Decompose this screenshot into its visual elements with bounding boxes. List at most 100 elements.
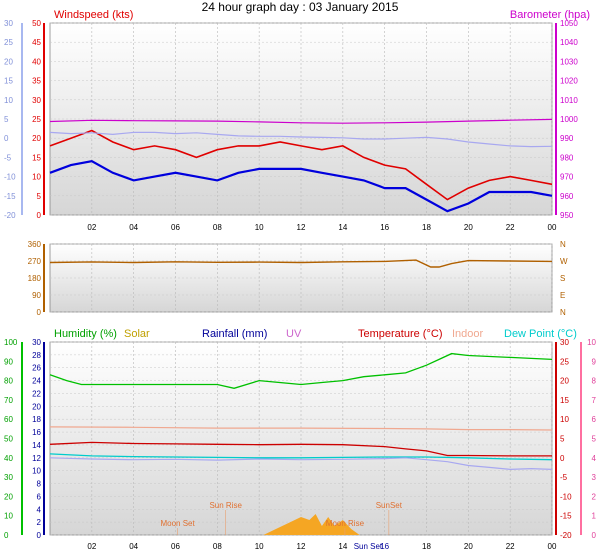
solar-area <box>263 514 360 535</box>
temperature-trace-line-lower <box>49 457 553 471</box>
x-tick-label-lower: 22 <box>506 542 515 551</box>
x-tick-label: 00 <box>548 223 557 232</box>
far-left-tick-label: -5 <box>4 153 12 162</box>
wind-tick-label: 45 <box>32 38 41 47</box>
annotation-label: 16 <box>380 542 389 551</box>
x-tick-label: 06 <box>171 223 180 232</box>
direction-tick-label: 90 <box>32 291 41 300</box>
uv-tick-label: 10 <box>587 338 596 347</box>
temp-tick-label: 0 <box>560 454 565 463</box>
far-left-tick-label: -20 <box>4 211 16 220</box>
x-tick-label-lower: 18 <box>422 542 431 551</box>
humidity-tick-label: 40 <box>4 454 13 463</box>
x-tick-label: 18 <box>422 223 431 232</box>
x-tick-label-lower: 02 <box>87 542 96 551</box>
wind-tick-label: 5 <box>37 192 42 201</box>
uv-tick-label: 4 <box>592 454 597 463</box>
page-title: 24 hour graph day : 03 January 2015 <box>201 0 399 14</box>
wind-tick-label: 30 <box>32 96 41 105</box>
barometer-line <box>49 118 553 124</box>
temp-tick-label: -10 <box>560 492 572 501</box>
compass-tick-label: N <box>560 240 566 249</box>
windspeed-line <box>49 129 553 201</box>
temp-tick-label: 20 <box>560 377 569 386</box>
wind-tick-label: 35 <box>32 77 41 86</box>
far-left-tick-label: 30 <box>4 19 13 28</box>
uv-tick-label: 0 <box>592 531 597 540</box>
uv-tick-label: 3 <box>592 473 597 482</box>
temp-tick-label: 15 <box>560 396 569 405</box>
baro-tick-label: 1030 <box>560 57 578 66</box>
rain-tick-label: 30 <box>32 338 41 347</box>
baro-tick-label: 960 <box>560 192 574 201</box>
x-tick-label: 02 <box>87 223 96 232</box>
uv-tick-label: 2 <box>592 492 597 501</box>
humidity-tick-label: 30 <box>4 473 13 482</box>
baro-tick-label: 1000 <box>560 115 578 124</box>
far-left-tick-label: 15 <box>4 77 13 86</box>
x-tick-label: 20 <box>464 223 473 232</box>
wind-tick-label: 50 <box>32 19 41 28</box>
far-left-tick-label: 0 <box>4 134 9 143</box>
uv-tick-label: 5 <box>592 435 597 444</box>
rain-tick-label: 8 <box>37 480 42 489</box>
humidity-tick-label: 50 <box>4 435 13 444</box>
direction-tick-label: 0 <box>37 308 42 317</box>
wind-tick-label: 0 <box>37 211 42 220</box>
x-tick-label-lower: 10 <box>255 542 264 551</box>
uv-tick-label: 6 <box>592 415 597 424</box>
rain-tick-label: 4 <box>37 505 42 514</box>
baro-tick-label: 990 <box>560 134 574 143</box>
legend-humidity: Humidity (%) <box>54 328 117 340</box>
legend-uv: UV <box>286 328 302 340</box>
compass-tick-label: E <box>560 291 565 300</box>
x-tick-label: 12 <box>297 223 306 232</box>
far-left-tick-label: 5 <box>4 115 9 124</box>
annotation-label: Sun Set <box>354 542 383 551</box>
wind-average-line <box>49 160 553 213</box>
annotation-label: Sun Rise <box>209 501 242 510</box>
x-tick-label: 08 <box>213 223 222 232</box>
temp-tick-label: -15 <box>560 512 572 521</box>
annotation-label: Moon Set <box>160 519 195 528</box>
baro-tick-label: 1040 <box>560 38 578 47</box>
legend-rainfall: Rainfall (mm) <box>202 328 267 340</box>
uv-tick-label: 9 <box>592 357 597 366</box>
far-left-tick-label: -10 <box>4 173 16 182</box>
far-left-tick-label: 10 <box>4 96 13 105</box>
humidity-tick-label: 100 <box>4 338 18 347</box>
rain-tick-label: 22 <box>32 389 41 398</box>
far-left-tick-label: 25 <box>4 38 13 47</box>
direction-tick-label: 360 <box>28 240 42 249</box>
x-tick-label-lower: 20 <box>464 542 473 551</box>
temp-tick-label: -20 <box>560 531 572 540</box>
rain-tick-label: 6 <box>37 492 42 501</box>
wind-tick-label: 40 <box>32 57 41 66</box>
x-tick-label-lower: 04 <box>129 542 138 551</box>
wind-tick-label: 10 <box>32 173 41 182</box>
x-tick-label-lower: 06 <box>171 542 180 551</box>
humidity-tick-label: 80 <box>4 377 13 386</box>
baro-tick-label: 1010 <box>560 96 578 105</box>
direction-tick-label: 180 <box>28 274 42 283</box>
baro-tick-label: 980 <box>560 153 574 162</box>
x-tick-label: 16 <box>380 223 389 232</box>
baro-axis-title: Barometer (hpa) <box>510 9 590 21</box>
wind-tick-label: 20 <box>32 134 41 143</box>
compass-tick-label: W <box>560 257 568 266</box>
legend-temperature: Temperature (°C) <box>358 328 442 340</box>
humidity-line <box>49 352 553 389</box>
direction-tick-label: 270 <box>28 257 42 266</box>
wind-axis-title: Windspeed (kts) <box>54 9 133 21</box>
wind-tick-label: 15 <box>32 153 41 162</box>
rain-tick-label: 16 <box>32 428 41 437</box>
humidity-tick-label: 70 <box>4 396 13 405</box>
temp-tick-label: -5 <box>560 473 568 482</box>
uv-tick-label: 7 <box>592 396 597 405</box>
uv-tick-label: 8 <box>592 377 597 386</box>
humidity-tick-label: 0 <box>4 531 9 540</box>
baro-tick-label: 970 <box>560 173 574 182</box>
humidity-tick-label: 20 <box>4 492 13 501</box>
x-tick-label-lower: 00 <box>548 542 557 551</box>
